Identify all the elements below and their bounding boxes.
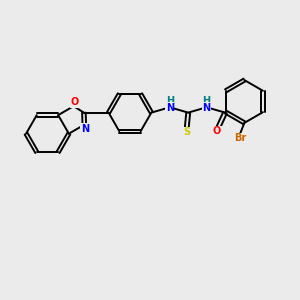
Text: O: O xyxy=(70,97,78,107)
Text: Br: Br xyxy=(234,133,246,143)
Text: N: N xyxy=(81,124,89,134)
Text: O: O xyxy=(213,126,221,136)
Text: S: S xyxy=(183,127,190,137)
Text: H: H xyxy=(202,96,211,106)
Text: H: H xyxy=(166,96,174,106)
Text: N: N xyxy=(202,103,211,113)
Text: N: N xyxy=(166,103,174,113)
